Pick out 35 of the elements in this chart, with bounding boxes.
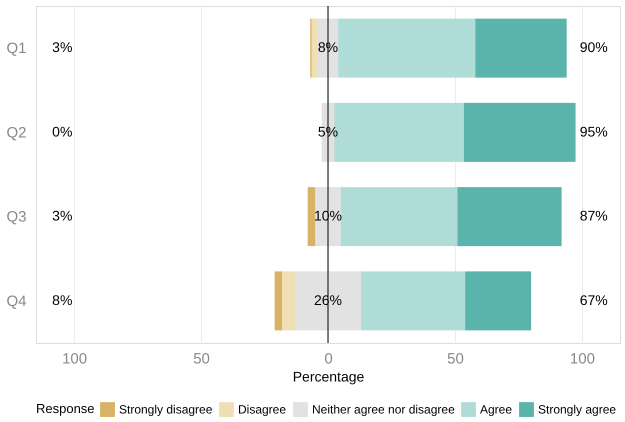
annotation: 3% bbox=[52, 39, 72, 56]
y-tick-label: Q3 bbox=[6, 208, 26, 226]
bar bbox=[274, 271, 282, 330]
legend-label: Neither agree nor disagree bbox=[312, 402, 456, 417]
bar bbox=[475, 18, 567, 78]
annotation: 90% bbox=[580, 39, 608, 56]
y-tick-label: Q1 bbox=[6, 40, 26, 58]
bar bbox=[340, 187, 458, 246]
legend-label: Strongly disagree bbox=[119, 402, 213, 417]
bar bbox=[338, 18, 476, 78]
bar bbox=[361, 271, 466, 330]
annotation: 67% bbox=[580, 292, 608, 308]
annotation: 8% bbox=[52, 292, 72, 308]
x-tick-label: 100 bbox=[62, 350, 88, 368]
y-tick-label: Q2 bbox=[6, 124, 26, 142]
legend-label: Strongly agree bbox=[538, 402, 616, 417]
annotation: 87% bbox=[580, 208, 608, 224]
bar bbox=[465, 271, 532, 330]
bar bbox=[457, 187, 562, 246]
legend-label: Disagree bbox=[238, 402, 286, 417]
annotation: 3% bbox=[52, 208, 72, 224]
x-tick-label: 50 bbox=[193, 350, 210, 368]
annotation: 95% bbox=[580, 123, 608, 140]
x-axis-title: Percentage bbox=[292, 368, 365, 384]
annotation: 0% bbox=[52, 123, 72, 140]
bar bbox=[464, 102, 576, 162]
bar bbox=[308, 187, 316, 246]
y-tick-label: Q4 bbox=[6, 292, 26, 310]
legend-label: Agree bbox=[480, 402, 512, 417]
x-tick-label: 100 bbox=[570, 350, 595, 368]
bar bbox=[311, 18, 318, 78]
bar bbox=[282, 271, 295, 330]
x-tick-label: 50 bbox=[447, 350, 464, 368]
x-tick-label: 0 bbox=[324, 350, 333, 368]
legend-title: Response bbox=[36, 401, 95, 416]
